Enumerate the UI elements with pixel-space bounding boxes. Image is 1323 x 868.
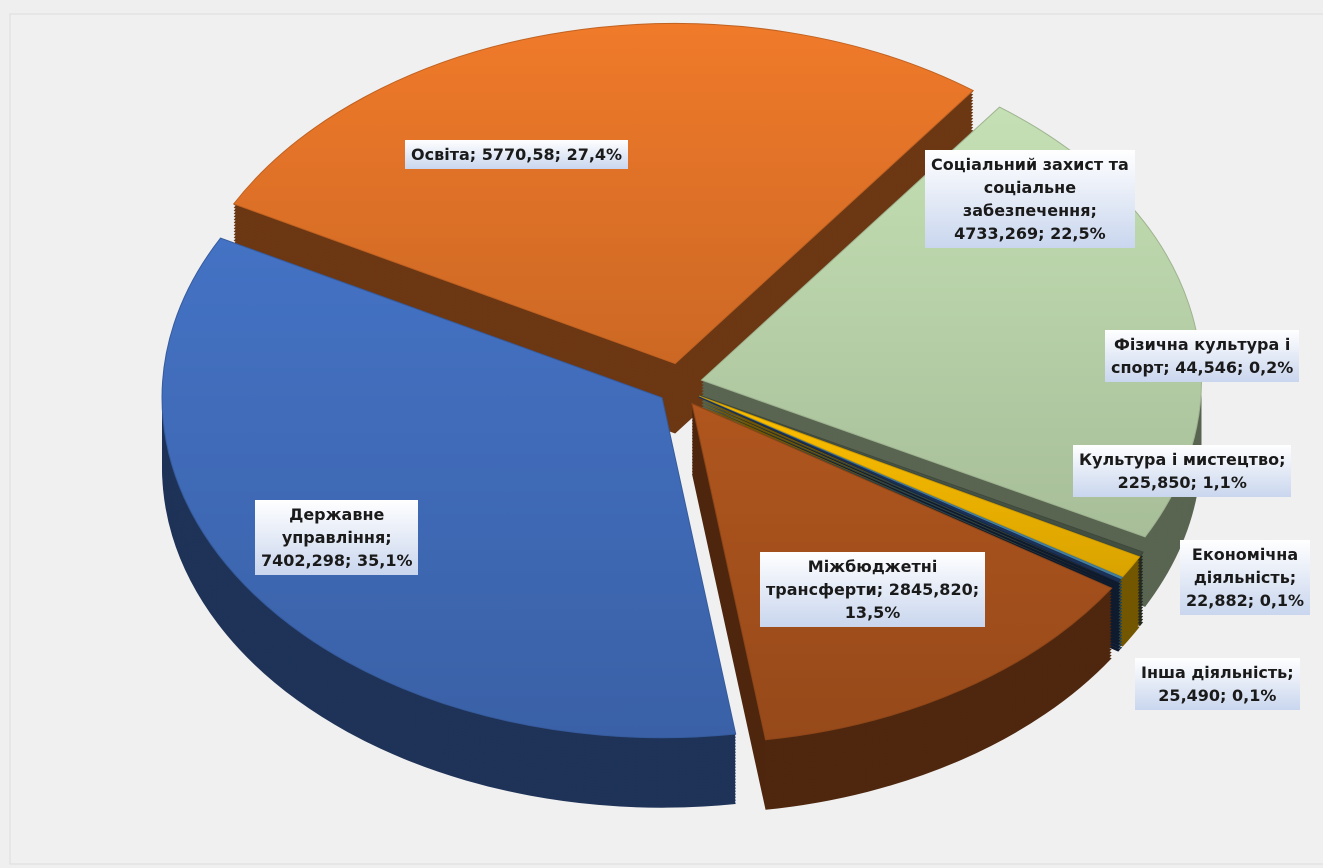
data-label: Міжбюджетні трансферти; 2845,820; 13,5% bbox=[760, 552, 986, 627]
slice-side bbox=[698, 403, 1121, 589]
slice-side bbox=[698, 400, 1121, 586]
pie-slice bbox=[698, 395, 1141, 578]
pie-slice bbox=[698, 396, 1122, 583]
data-label: Культура і мистецтво; 225,850; 1,1% bbox=[1073, 445, 1292, 497]
data-label: Соціальний захист та соціальне забезпече… bbox=[925, 150, 1135, 248]
data-label: Фізична культура і спорт; 44,546; 0,2% bbox=[1105, 330, 1300, 382]
data-label: Освіта; 5770,58; 27,4% bbox=[405, 140, 629, 169]
pie-slice bbox=[232, 23, 975, 365]
pie-slice bbox=[699, 394, 1144, 557]
data-label: Державне управління; 7402,298; 35,1% bbox=[255, 500, 419, 575]
data-label: Інша діяльність; 25,490; 0,1% bbox=[1135, 658, 1300, 710]
pie-slice bbox=[161, 237, 737, 739]
data-label: Економічна діяльність; 22,882; 0,1% bbox=[1180, 540, 1311, 615]
